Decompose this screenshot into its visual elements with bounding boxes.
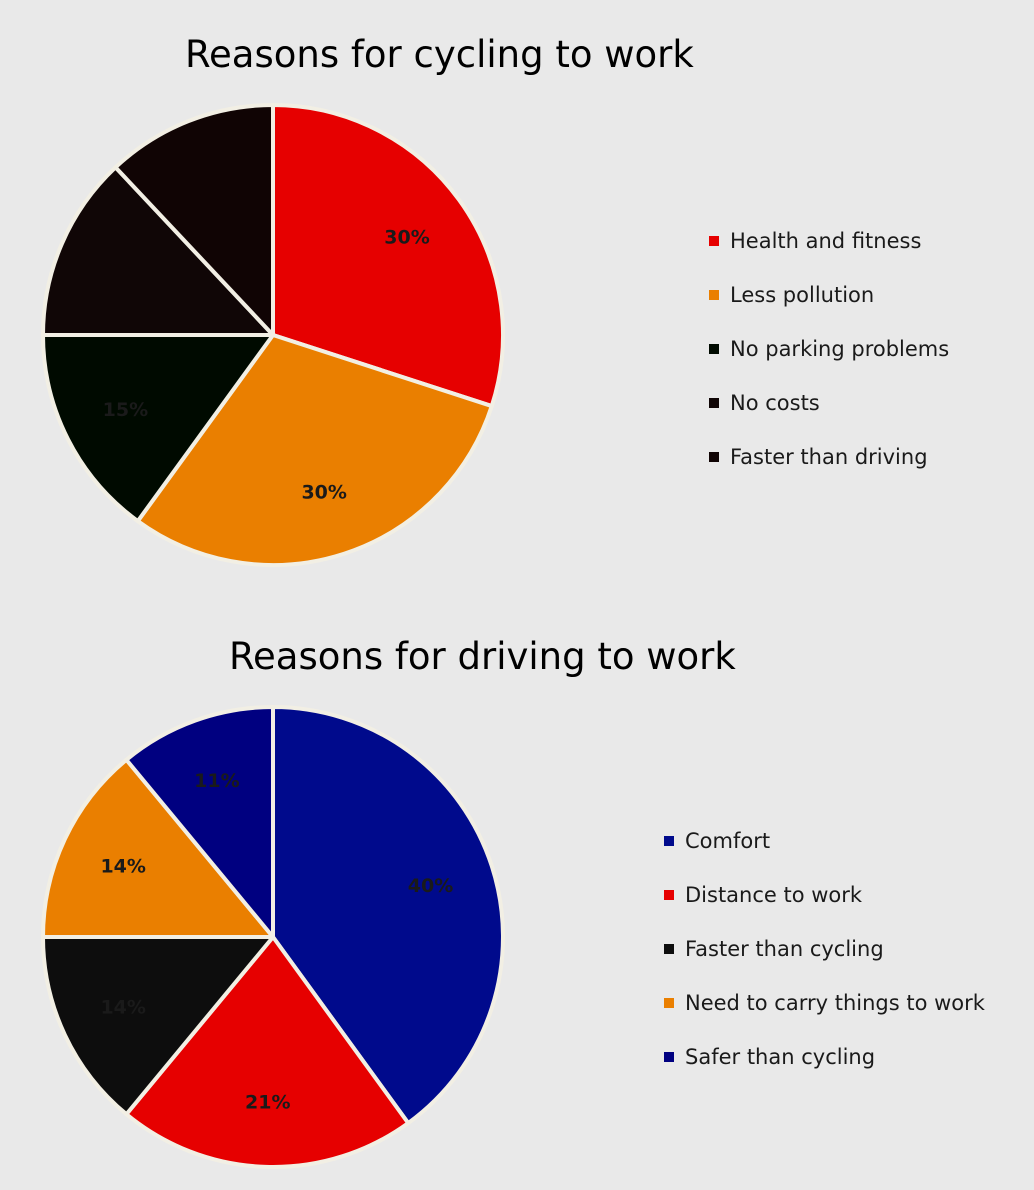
legend-swatch — [709, 290, 719, 300]
data-label-faster-than-cycling: 14% — [100, 997, 145, 1019]
cycling-legend: Health and fitness Less pollution No parki… — [709, 214, 949, 484]
data-label-distance-to-work: 21% — [245, 1092, 290, 1114]
legend-item-no-parking-problems: No parking problems — [709, 322, 949, 376]
pie-slice-faster-than-driving — [113, 103, 275, 337]
pie-slice-no-costs — [41, 165, 275, 337]
pie-slice-no-parking-problems — [41, 333, 275, 524]
data-label-comfort: 40% — [408, 875, 453, 897]
pie-slice-distance-to-work — [124, 935, 411, 1169]
legend-item-need-to-carry-things-to-work: Need to carry things to work — [664, 976, 985, 1030]
data-label-need-to-carry-things-to-work: 14% — [100, 856, 145, 878]
legend-swatch — [664, 1052, 674, 1062]
data-label-no-parking-problems: 15% — [103, 399, 148, 421]
legend-label: Comfort — [685, 829, 771, 853]
driving-pie-chart: 40% 21% 14% 14% 11% — [41, 705, 505, 1169]
legend-item-safer-than-cycling: Safer than cycling — [664, 1030, 985, 1084]
cycling-chart-title: Reasons for cycling to work — [185, 33, 694, 76]
legend-label: Less pollution — [730, 283, 875, 307]
driving-chart-title: Reasons for driving to work — [229, 635, 736, 678]
pie-slice-less-pollution — [135, 333, 494, 567]
pie-slice-faster-than-cycling — [41, 935, 275, 1117]
legend-swatch — [709, 236, 719, 246]
legend-label: Need to carry things to work — [685, 991, 985, 1015]
legend-swatch — [664, 836, 674, 846]
cycling-pie-chart: 30% 30% 15% — [41, 103, 505, 567]
legend-swatch — [664, 998, 674, 1008]
pie-slice-safer-than-cycling — [124, 705, 275, 939]
legend-item-health-and-fitness: Health and fitness — [709, 214, 949, 268]
legend-item-faster-than-driving: Faster than driving — [709, 430, 949, 484]
legend-label: Distance to work — [685, 883, 863, 907]
legend-swatch — [664, 944, 674, 954]
pie-slice-need-to-carry-things-to-work — [41, 757, 275, 939]
pie-slice-health-and-fitness — [271, 103, 505, 409]
data-label-less-pollution: 30% — [301, 482, 346, 504]
pie-slice-comfort — [271, 705, 505, 1126]
legend-label: No parking problems — [730, 337, 950, 361]
legend-item-faster-than-cycling: Faster than cycling — [664, 922, 985, 976]
legend-label: Safer than cycling — [685, 1045, 876, 1069]
legend-label: Faster than driving — [730, 445, 928, 469]
legend-label: Health and fitness — [730, 229, 922, 253]
legend-item-less-pollution: Less pollution — [709, 268, 949, 322]
legend-item-comfort: Comfort — [664, 814, 985, 868]
legend-swatch — [709, 344, 719, 354]
legend-item-no-costs: No costs — [709, 376, 949, 430]
driving-legend: Comfort Distance to work Faster than cycli… — [664, 814, 985, 1084]
data-label-safer-than-cycling: 11% — [194, 770, 239, 792]
legend-swatch — [664, 890, 674, 900]
legend-swatch — [709, 398, 719, 408]
legend-label: No costs — [730, 391, 820, 415]
legend-label: Faster than cycling — [685, 937, 884, 961]
legend-item-distance-to-work: Distance to work — [664, 868, 985, 922]
data-label-health-and-fitness: 30% — [384, 227, 429, 249]
legend-swatch — [709, 452, 719, 462]
